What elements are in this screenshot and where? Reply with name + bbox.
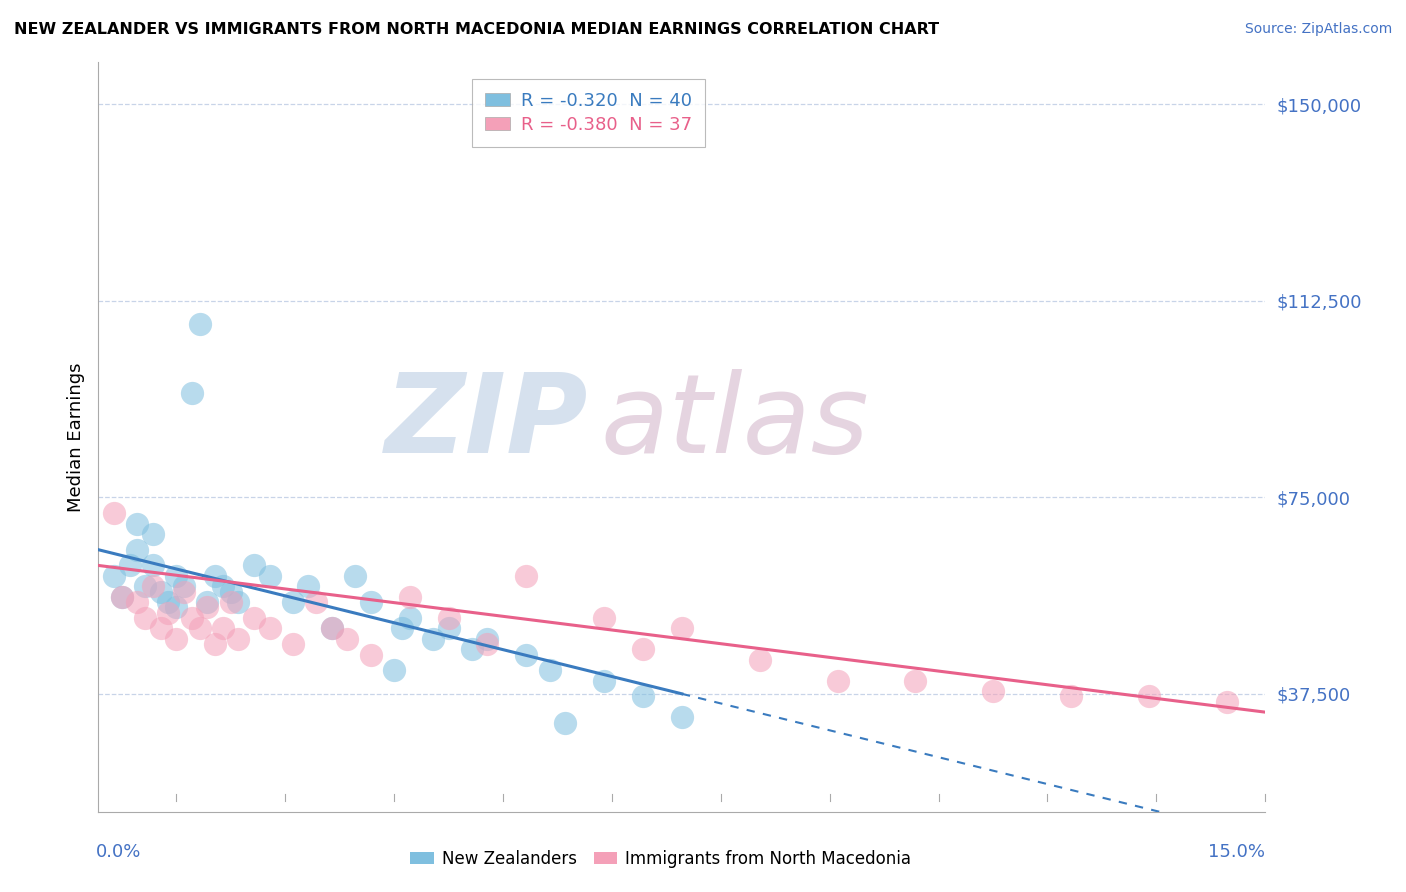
Point <box>391 621 413 635</box>
Point <box>360 648 382 662</box>
Point <box>259 569 281 583</box>
Point <box>142 527 165 541</box>
Point <box>515 648 537 662</box>
Point <box>671 710 693 724</box>
Point <box>118 558 141 573</box>
Point <box>165 569 187 583</box>
Point <box>103 569 125 583</box>
Point <box>538 663 561 677</box>
Point <box>281 637 304 651</box>
Point <box>173 579 195 593</box>
Point <box>904 673 927 688</box>
Point <box>157 606 180 620</box>
Point <box>1215 695 1237 709</box>
Text: 15.0%: 15.0% <box>1208 843 1265 861</box>
Point <box>173 584 195 599</box>
Point <box>195 600 218 615</box>
Point <box>593 673 616 688</box>
Point <box>212 621 235 635</box>
Point <box>180 611 202 625</box>
Point <box>111 590 134 604</box>
Point <box>398 590 420 604</box>
Point <box>281 595 304 609</box>
Point <box>142 558 165 573</box>
Point <box>204 637 226 651</box>
Point <box>219 595 242 609</box>
Point <box>228 632 250 646</box>
Point <box>461 642 484 657</box>
Point <box>1137 690 1160 704</box>
Point <box>111 590 134 604</box>
Point <box>437 621 460 635</box>
Point <box>165 600 187 615</box>
Point <box>149 621 172 635</box>
Point <box>127 542 149 557</box>
Point <box>180 385 202 400</box>
Point <box>134 579 156 593</box>
Text: atlas: atlas <box>600 368 869 475</box>
Text: Source: ZipAtlas.com: Source: ZipAtlas.com <box>1244 22 1392 37</box>
Point <box>1060 690 1083 704</box>
Point <box>554 715 576 730</box>
Text: NEW ZEALANDER VS IMMIGRANTS FROM NORTH MACEDONIA MEDIAN EARNINGS CORRELATION CHA: NEW ZEALANDER VS IMMIGRANTS FROM NORTH M… <box>14 22 939 37</box>
Point <box>188 318 211 332</box>
Point <box>243 558 266 573</box>
Point <box>259 621 281 635</box>
Point <box>165 632 187 646</box>
Point <box>477 637 499 651</box>
Point <box>422 632 444 646</box>
Legend: R = -0.320  N = 40, R = -0.380  N = 37: R = -0.320 N = 40, R = -0.380 N = 37 <box>472 79 704 146</box>
Point <box>219 584 242 599</box>
Point <box>360 595 382 609</box>
Point <box>212 579 235 593</box>
Point <box>748 653 770 667</box>
Legend: New Zealanders, Immigrants from North Macedonia: New Zealanders, Immigrants from North Ma… <box>404 844 918 875</box>
Point <box>344 569 367 583</box>
Point <box>103 506 125 520</box>
Point <box>134 611 156 625</box>
Point <box>228 595 250 609</box>
Text: 0.0%: 0.0% <box>96 843 141 861</box>
Point <box>398 611 420 625</box>
Point <box>204 569 226 583</box>
Point <box>827 673 849 688</box>
Point <box>437 611 460 625</box>
Point <box>297 579 319 593</box>
Point <box>157 595 180 609</box>
Point <box>631 690 654 704</box>
Point <box>127 516 149 531</box>
Y-axis label: Median Earnings: Median Earnings <box>66 362 84 512</box>
Point <box>142 579 165 593</box>
Point <box>981 684 1004 698</box>
Point <box>321 621 343 635</box>
Point <box>127 595 149 609</box>
Point <box>382 663 405 677</box>
Point <box>195 595 218 609</box>
Point <box>477 632 499 646</box>
Point <box>188 621 211 635</box>
Point <box>336 632 359 646</box>
Point <box>593 611 616 625</box>
Point <box>515 569 537 583</box>
Point <box>243 611 266 625</box>
Point <box>149 584 172 599</box>
Text: ZIP: ZIP <box>385 368 589 475</box>
Point <box>321 621 343 635</box>
Point <box>671 621 693 635</box>
Point <box>631 642 654 657</box>
Point <box>305 595 328 609</box>
